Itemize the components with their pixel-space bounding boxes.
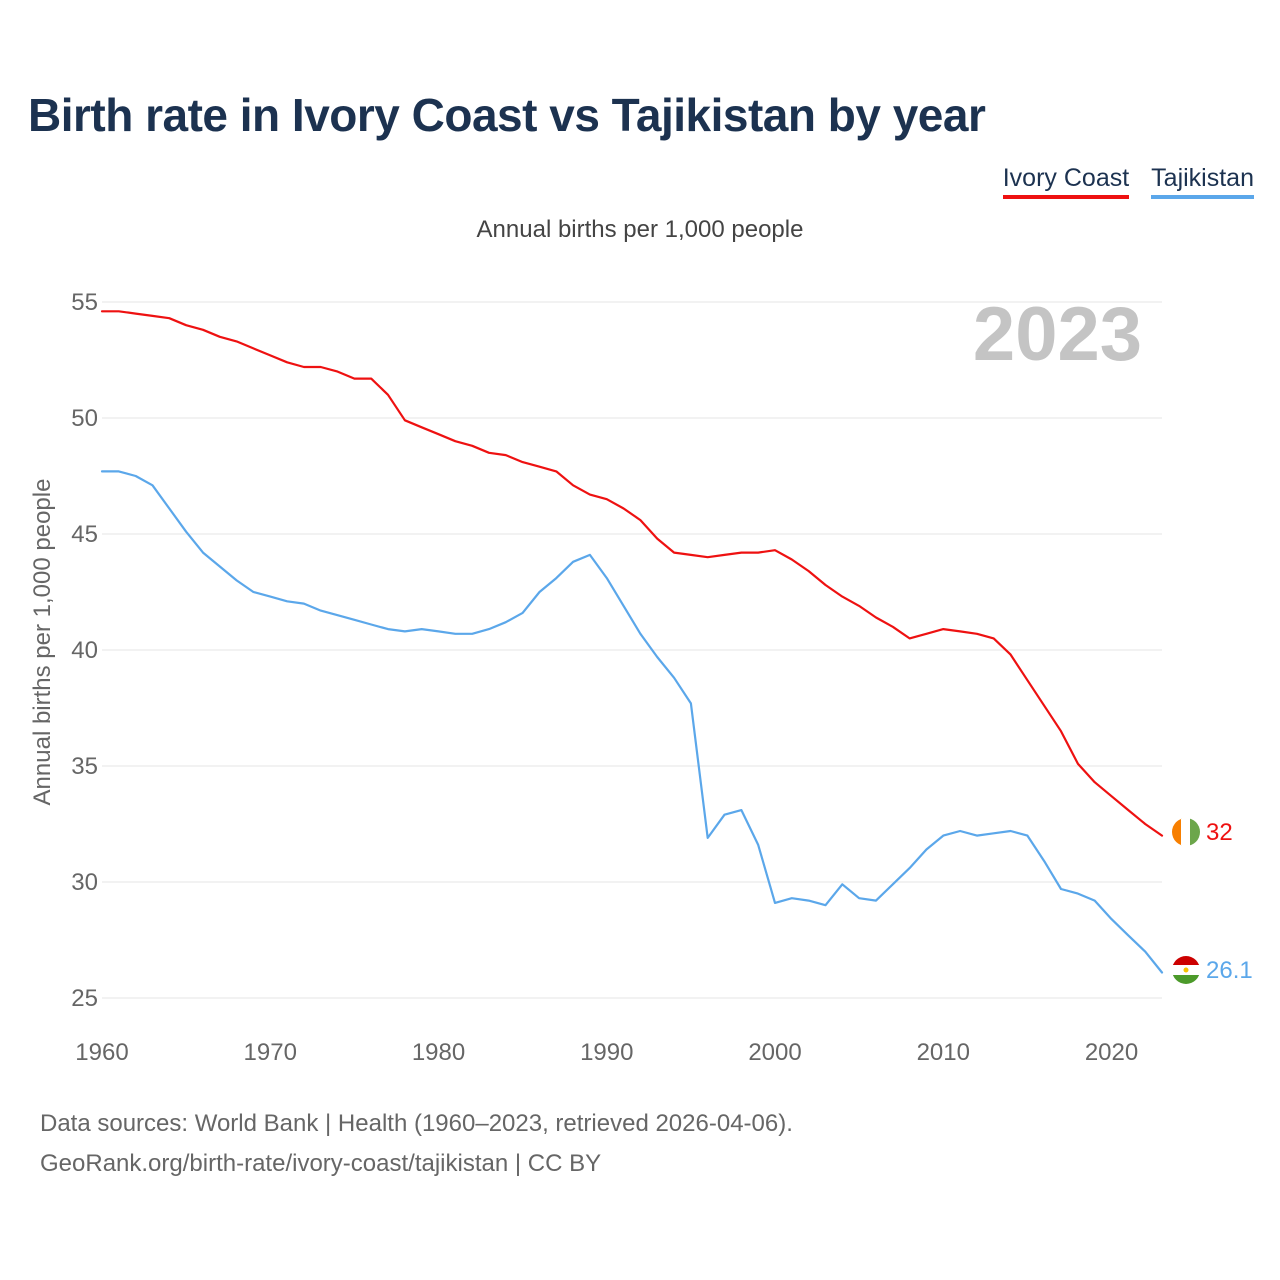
legend-item-tajikistan[interactable]: Tajikistan [1151, 164, 1254, 199]
x-tick-label: 1990 [580, 1039, 633, 1066]
y-tick-label: 55 [71, 289, 98, 316]
x-tick-label: 1960 [75, 1039, 128, 1066]
y-tick-label: 30 [71, 869, 98, 896]
x-tick-label: 1970 [244, 1039, 297, 1066]
y-tick-label: 50 [71, 405, 98, 432]
y-axis-label: Annual births per 1,000 people [29, 479, 56, 806]
y-tick-label: 25 [71, 985, 98, 1012]
legend-item-ivory-coast[interactable]: Ivory Coast [1002, 164, 1130, 199]
series-line-ivory-coast [100, 310, 1164, 837]
tajikistan-end-value: 26.1 [1206, 957, 1253, 984]
y-axis: 25 30 35 40 45 50 55 [71, 289, 98, 1012]
x-tick-label: 2000 [748, 1039, 801, 1066]
grid [102, 301, 1162, 999]
ivory-coast-flag-icon [1172, 818, 1200, 846]
tajikistan-flag-icon [1172, 956, 1200, 984]
y-tick-label: 45 [71, 521, 98, 548]
chart-title: Birth rate in Ivory Coast vs Tajikistan … [28, 89, 986, 141]
x-tick-label: 2010 [917, 1039, 970, 1066]
chart-subtitle: Annual births per 1,000 people [476, 216, 804, 243]
ivory-coast-end-value: 32 [1206, 819, 1233, 846]
source-line-2: GeoRank.org/birth-rate/ivory-coast/tajik… [40, 1150, 602, 1177]
sources: Data sources: World Bank | Health (1960–… [40, 1104, 793, 1184]
line-chart: 25 30 35 40 45 50 55 1960 1970 1980 1990 2000 2010 2… [29, 289, 1253, 1066]
x-tick-label: 1980 [412, 1039, 465, 1066]
legend: Ivory Coast Tajikistan [1002, 164, 1254, 199]
y-tick-label: 35 [71, 753, 98, 780]
x-axis: 1960 1970 1980 1990 2000 2010 2020 [75, 1039, 1138, 1066]
y-tick-label: 40 [71, 637, 98, 664]
series-line-tajikistan [100, 470, 1164, 974]
series-lines [100, 310, 1164, 974]
source-line-1: Data sources: World Bank | Health (1960–… [40, 1110, 793, 1137]
year-label: 2023 [973, 292, 1142, 377]
x-tick-label: 2020 [1085, 1039, 1138, 1066]
